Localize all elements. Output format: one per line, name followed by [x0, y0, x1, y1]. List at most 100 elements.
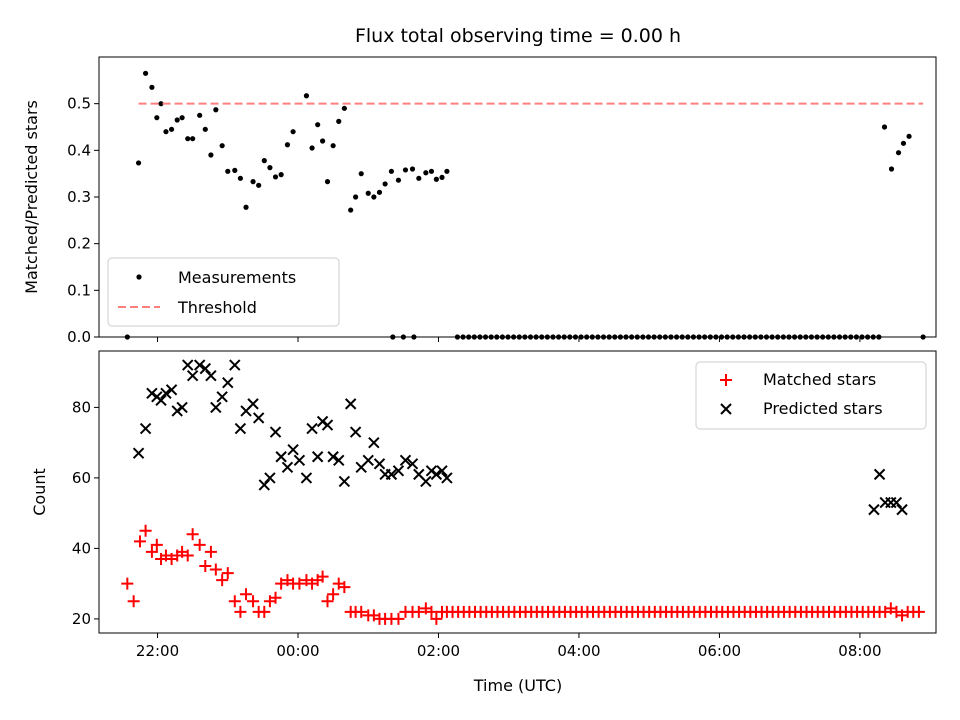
measurements-point [243, 204, 249, 210]
predicted-stars-point [420, 475, 432, 488]
measurements-point [267, 165, 273, 171]
measurements-point [213, 107, 219, 113]
bottom-panel-frame [98, 350, 937, 634]
legend-matched-marker [720, 374, 732, 386]
measurements-point [382, 181, 388, 187]
predicted-stars-point [344, 398, 357, 410]
measurements-point [409, 166, 416, 172]
bottom-panel-legend: Matched stars Predicted stars [695, 361, 927, 430]
predicted-stars-point [132, 447, 145, 459]
matched-stars-point [412, 605, 425, 618]
y-tick-label: 40 [72, 539, 91, 557]
measurements-point [428, 168, 435, 174]
matched-stars-point [121, 577, 134, 590]
matched-stars-point [425, 605, 438, 618]
predicted-stars-point [258, 479, 271, 491]
measurements-point [168, 126, 175, 132]
measurements-point [303, 93, 310, 99]
predicted-stars-point [234, 422, 247, 435]
predicted-stars-point [399, 454, 412, 466]
measurements-point [272, 174, 279, 180]
measurements-point [309, 145, 315, 151]
matched-stars-point [145, 545, 158, 558]
measurements-point [154, 115, 160, 121]
measurements-point [219, 143, 225, 149]
matched-stars-point [193, 538, 206, 551]
top-panel-y-label: Matched/Predicted stars [22, 100, 41, 294]
predicted-stars-point [441, 472, 453, 484]
measurements-point [416, 175, 422, 181]
measurements-point [376, 189, 383, 195]
measurements-point [197, 112, 203, 118]
predicted-stars-point [193, 359, 206, 371]
measurements-point [315, 122, 321, 128]
measurements-point [895, 150, 902, 156]
y-tick-label: 0.5 [67, 95, 91, 113]
measurements-point [256, 182, 262, 188]
measurements-point [190, 136, 196, 142]
matched-stars-point [127, 595, 140, 608]
measurements-point [336, 118, 342, 124]
bottom-panel-y-ticks: 20 40 60 80 [72, 398, 99, 628]
measurements-point [202, 126, 208, 132]
predicted-stars-point [293, 454, 306, 466]
matched-stars-point [392, 612, 405, 625]
measurements-point [158, 101, 164, 107]
predicted-stars-point [392, 465, 405, 477]
measurements-point [142, 70, 149, 76]
bottom-legend-box [695, 361, 927, 430]
predicted-stars-point [182, 359, 194, 371]
predicted-stars-point [368, 436, 380, 449]
matched-stars-point [204, 545, 217, 558]
matched-stars-point [216, 574, 229, 587]
y-tick-label: 20 [72, 610, 91, 628]
predicted-stars-point [385, 468, 398, 481]
matched-stars-point [912, 605, 925, 618]
matched-stars-point [234, 605, 247, 618]
measurements-point [208, 152, 214, 158]
predicted-stars-point [306, 422, 318, 435]
predicted-stars-point [430, 468, 443, 481]
matched-stars-point [327, 588, 340, 601]
x-tick-label: 08:00 [838, 642, 881, 660]
measurements-point [284, 142, 291, 148]
measurements-point [319, 138, 326, 144]
matched-stars-point [181, 549, 194, 562]
measurements-point [402, 167, 409, 173]
matched-stars-point [316, 570, 329, 583]
measurements-point [388, 168, 395, 174]
y-tick-label: 80 [72, 398, 91, 416]
predicted-stars-point [300, 472, 313, 484]
measurements-point [444, 168, 450, 174]
measurements-point [232, 167, 238, 173]
measurements-point [250, 179, 256, 185]
measurements-point [330, 143, 336, 149]
predicted-stars-point [155, 394, 167, 407]
predicted-stars-point [229, 359, 241, 371]
predicted-stars-point [269, 426, 282, 438]
matched-stars-point [209, 563, 222, 576]
measurements-point [395, 177, 402, 183]
predicted-stars-point [205, 369, 217, 382]
predicted-stars-point [896, 503, 908, 516]
predicted-stars-point [186, 369, 199, 382]
predicted-stars-point [868, 503, 880, 516]
predicted-stars-point [165, 384, 178, 396]
predicted-stars-point [281, 461, 294, 474]
measurements-point [423, 170, 429, 176]
measurements-point [348, 207, 354, 213]
predicted-stars-point [327, 451, 339, 463]
measurements-point [185, 136, 191, 142]
measurements-point [371, 194, 377, 200]
predicted-stars-point [210, 401, 222, 414]
predicted-stars-point [275, 451, 287, 463]
predicted-stars-point [176, 401, 188, 414]
matched-stars-point [247, 595, 260, 608]
matched-stars-point [139, 524, 152, 537]
predicted-stars-point [222, 377, 234, 389]
measurements-point [163, 129, 169, 135]
bottom-panel-x-ticks: 22:00 00:00 02:00 04:00 06:00 08:00 [136, 633, 882, 660]
y-tick-label: 0.2 [67, 235, 91, 253]
